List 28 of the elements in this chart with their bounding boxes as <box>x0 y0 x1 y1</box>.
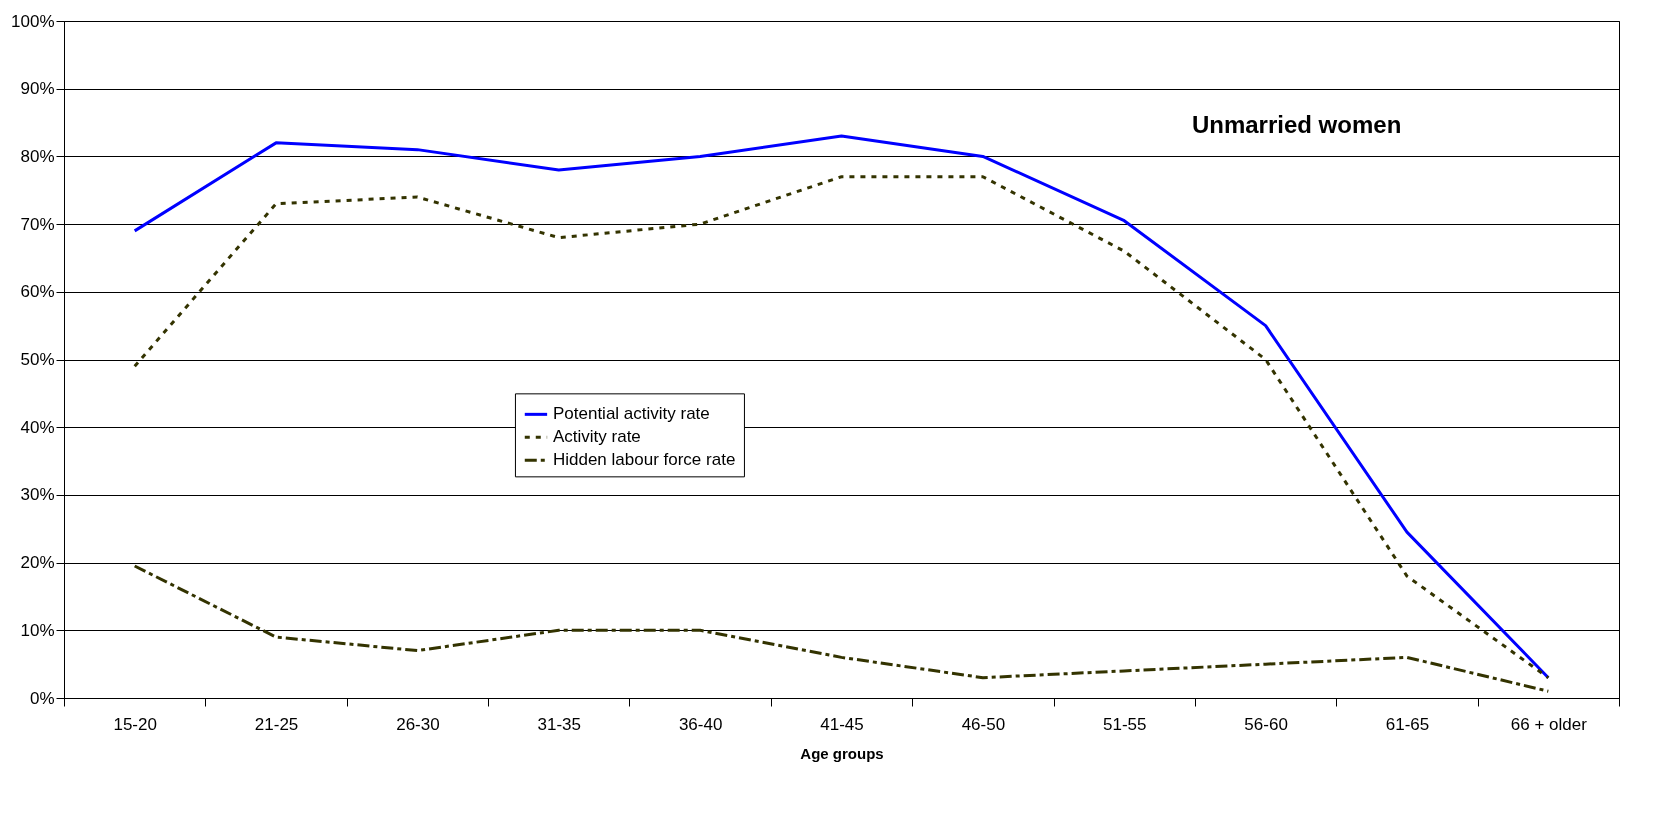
y-tick-label: 60% <box>20 282 55 302</box>
x-tick-label: 51-55 <box>1102 714 1147 734</box>
y-tick-label: 40% <box>20 417 55 437</box>
y-tick-label: 50% <box>20 350 55 369</box>
y-tick-label: 70% <box>20 214 55 234</box>
x-tick-label: 15-20 <box>113 714 157 734</box>
y-tick-label: 80% <box>20 146 55 166</box>
text: Unmarried women <box>1191 110 1402 138</box>
x-tick-label: 31-35 <box>537 714 582 734</box>
x-axis-title: Age groups <box>800 744 884 762</box>
y-tick-label: 20% <box>20 553 55 573</box>
x-tick-label: 41-45 <box>820 714 864 734</box>
x-tick-label: 61-65 <box>1385 714 1430 734</box>
x-tick-label: 66 + older <box>1510 714 1588 734</box>
x-tick-label: 46-50 <box>961 714 1006 734</box>
y-tick-label: 10% <box>20 620 55 640</box>
line-series <box>133 564 1550 693</box>
legend-label: Potential activity rate <box>552 404 710 424</box>
y-tick-label: 0% <box>29 688 55 708</box>
x-tick-label: 21-25 <box>254 714 299 734</box>
x-tick-label: 26-30 <box>396 714 440 734</box>
x-tick-label: 56-60 <box>1244 714 1288 734</box>
x-tick-label: 36-40 <box>678 714 723 734</box>
y-tick-label: 100% <box>11 11 55 31</box>
legend-label: Activity rate <box>552 427 641 447</box>
legend-label: Hidden labour force rate <box>552 450 736 470</box>
y-tick-label: 90% <box>20 79 55 99</box>
y-tick-label: 30% <box>20 485 55 505</box>
